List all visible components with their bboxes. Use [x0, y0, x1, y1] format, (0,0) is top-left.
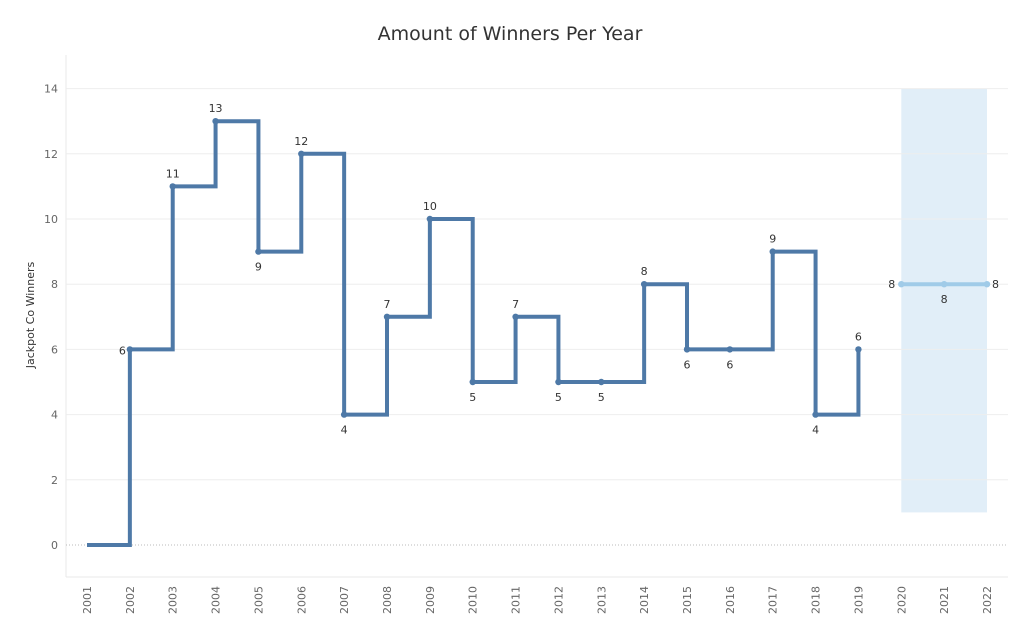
chart-title: Amount of Winners Per Year: [378, 23, 643, 45]
data-point: [469, 378, 476, 386]
x-tick-label: 2020: [895, 586, 908, 614]
x-tick-label: 2005: [252, 586, 265, 614]
data-point: [769, 248, 776, 255]
data-point: [640, 281, 648, 288]
data-point: [812, 411, 819, 418]
data-point: [426, 215, 434, 223]
x-tick-label: 2008: [381, 586, 394, 614]
x-tick-label: 2011: [510, 586, 523, 614]
x-ticks: 2001 2002 2003 2004 2005 2006 2007 2008 2009 2010…: [81, 586, 994, 614]
highlight-band-group: [901, 88, 987, 513]
data-point: [855, 346, 862, 353]
data-label: 4: [341, 424, 348, 437]
data-point: [383, 313, 391, 320]
data-point: [940, 281, 948, 288]
y-tick-label: 0: [51, 539, 58, 552]
x-tick-label: 2013: [595, 586, 608, 614]
x-tick-label: 2002: [124, 586, 137, 614]
x-tick-label: 2007: [338, 586, 351, 614]
data-point: [898, 281, 905, 288]
x-tick-label: 2018: [810, 586, 823, 614]
x-tick-label: 2010: [467, 586, 480, 614]
data-label: 13: [209, 102, 223, 115]
y-axis-label: Jackpot Co Winners: [24, 261, 37, 369]
data-point: [212, 118, 219, 125]
data-label: 8: [641, 265, 648, 278]
data-point: [298, 150, 305, 157]
x-tick-label: 2004: [210, 586, 223, 614]
series-group: [87, 119, 987, 547]
data-label: 10: [423, 200, 437, 213]
data-label: 6: [684, 358, 691, 371]
x-tick-label: 2017: [767, 586, 780, 614]
data-point: [726, 346, 734, 353]
x-tick-label: 2016: [724, 586, 737, 614]
x-tick-label: 2019: [852, 586, 865, 614]
series-line: [87, 119, 861, 547]
data-label: 6: [119, 344, 126, 357]
data-point: [169, 183, 176, 190]
data-label: 9: [255, 261, 262, 274]
x-tick-label: 2009: [424, 586, 437, 614]
x-tick-label: 2003: [167, 586, 180, 614]
data-label: 6: [726, 358, 733, 371]
y-tick-label: 4: [51, 409, 58, 422]
data-label: 11: [166, 167, 180, 180]
y-tick-label: 6: [51, 343, 58, 356]
y-tick-label: 10: [44, 213, 58, 226]
data-label: 6: [855, 330, 862, 343]
data-label: 7: [512, 298, 519, 311]
data-label: 5: [555, 391, 562, 404]
data-point: [555, 378, 562, 386]
data-label: 12: [294, 135, 308, 148]
points-group: [126, 118, 991, 418]
y-tick-label: 14: [44, 83, 58, 96]
gridlines: [65, 55, 1008, 578]
data-point: [340, 411, 348, 418]
data-point: [255, 248, 262, 255]
data-point: [983, 281, 991, 288]
highlight-band: [901, 88, 987, 513]
data-label: 8: [941, 293, 948, 306]
y-tick-label: 8: [51, 278, 58, 291]
x-tick-label: 2006: [295, 586, 308, 614]
data-label: 8: [888, 278, 895, 291]
data-label: 5: [598, 391, 605, 404]
data-label: 8: [992, 278, 999, 291]
x-tick-label: 2022: [981, 586, 994, 614]
data-point: [512, 313, 519, 320]
data-label: 9: [769, 233, 776, 246]
x-tick-label: 2021: [938, 586, 951, 614]
data-point: [598, 378, 605, 386]
y-tick-label: 2: [51, 474, 58, 487]
data-point: [683, 346, 691, 353]
y-ticks: 0 2 4 6 8 10 12 14: [44, 83, 58, 552]
y-tick-label: 12: [44, 148, 58, 161]
data-labels-group: 6 11 13 9 12 4 7 10 5 7 5 5 8 6 6 9 4 6 8 8 8: [119, 102, 999, 436]
x-tick-label: 2014: [638, 586, 651, 614]
data-label: 7: [384, 298, 391, 311]
data-point: [126, 346, 134, 353]
x-tick-label: 2001: [81, 586, 94, 614]
data-label: 4: [812, 424, 819, 437]
data-label: 5: [469, 391, 476, 404]
x-tick-label: 2015: [681, 586, 694, 614]
x-tick-label: 2012: [552, 586, 565, 614]
